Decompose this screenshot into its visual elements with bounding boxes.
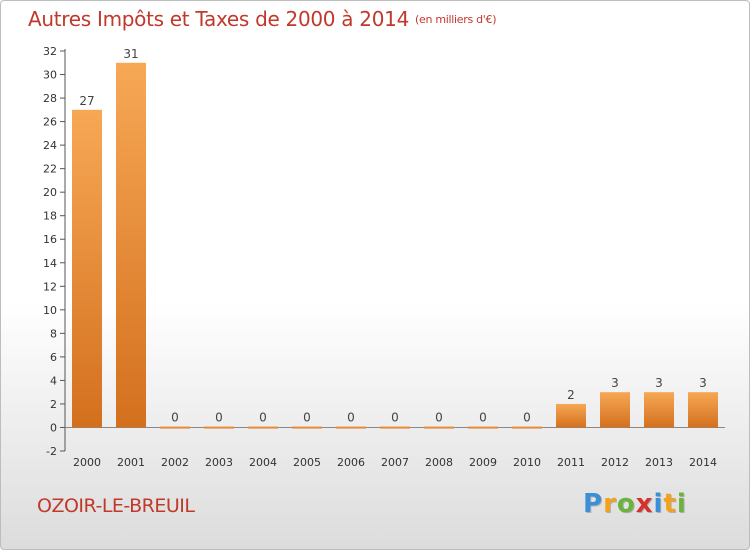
y-tick-label: 24 xyxy=(43,139,57,152)
data-label: 0 xyxy=(259,410,267,424)
x-tick-label: 2010 xyxy=(513,456,541,469)
bar xyxy=(248,426,278,429)
data-label: 3 xyxy=(655,376,663,390)
y-tick-label: -2 xyxy=(46,445,57,458)
data-label: 0 xyxy=(347,410,355,424)
chart-unit: (en milliers d'€) xyxy=(415,13,497,26)
y-tick-label: 32 xyxy=(43,45,57,58)
x-tick-label: 2005 xyxy=(293,456,321,469)
x-tick-label: 2013 xyxy=(645,456,673,469)
logo-letter: i xyxy=(676,489,687,519)
bar xyxy=(688,392,718,428)
y-tick-label: 18 xyxy=(43,210,57,223)
y-tick-label: 22 xyxy=(43,163,57,176)
bar xyxy=(380,426,410,429)
x-tick-label: 2012 xyxy=(601,456,629,469)
data-label: 0 xyxy=(435,410,443,424)
x-tick-label: 2003 xyxy=(205,456,233,469)
data-label: 0 xyxy=(303,410,311,424)
x-tick-label: 2004 xyxy=(249,456,277,469)
x-tick-label: 2011 xyxy=(557,456,585,469)
y-tick-label: 4 xyxy=(50,374,57,387)
logo-letter: i xyxy=(653,489,664,519)
x-tick-label: 2002 xyxy=(161,456,189,469)
y-tick-label: 2 xyxy=(50,398,57,411)
data-label: 0 xyxy=(523,410,531,424)
x-tick-label: 2008 xyxy=(425,456,453,469)
bar xyxy=(116,62,146,428)
logo-letter: P xyxy=(583,489,604,519)
bar xyxy=(336,426,366,429)
data-label: 3 xyxy=(611,376,619,390)
y-tick-label: 16 xyxy=(43,233,57,246)
data-label: 3 xyxy=(699,376,707,390)
x-tick-label: 2001 xyxy=(117,456,145,469)
logo-letter: o xyxy=(616,489,636,519)
bar xyxy=(600,392,630,428)
y-tick-label: 12 xyxy=(43,280,57,293)
y-tick-label: 30 xyxy=(43,69,57,82)
y-tick-label: 6 xyxy=(50,351,57,364)
bar xyxy=(644,392,674,428)
x-tick-label: 2006 xyxy=(337,456,365,469)
y-tick-label: 20 xyxy=(43,186,57,199)
y-tick-label: 8 xyxy=(50,327,57,340)
bar xyxy=(468,426,498,429)
x-tick-label: 2009 xyxy=(469,456,497,469)
x-tick-label: 2014 xyxy=(689,456,717,469)
x-tick-label: 2000 xyxy=(73,456,101,469)
y-tick-label: 0 xyxy=(50,421,57,434)
bar xyxy=(424,426,454,429)
chart-title: Autres Impôts et Taxes de 2000 à 2014 (en… xyxy=(28,7,496,31)
y-tick-label: 26 xyxy=(43,116,57,129)
logo-letter: t xyxy=(663,489,677,519)
y-tick-label: 14 xyxy=(43,257,57,270)
y-tick-label: 28 xyxy=(43,92,57,105)
proxiti-logo: Proxiti xyxy=(583,489,687,519)
data-label: 31 xyxy=(123,47,138,61)
bar xyxy=(72,109,102,428)
data-label: 0 xyxy=(215,410,223,424)
bar xyxy=(556,403,586,428)
data-label: 0 xyxy=(171,410,179,424)
data-label: 0 xyxy=(479,410,487,424)
y-tick-label: 10 xyxy=(43,304,57,317)
logo-letter: r xyxy=(603,489,617,519)
bar xyxy=(160,426,190,429)
bar xyxy=(292,426,322,429)
data-label: 0 xyxy=(391,410,399,424)
bar xyxy=(204,426,234,429)
data-label: 2 xyxy=(567,388,575,402)
bar xyxy=(512,426,542,429)
logo-letter: x xyxy=(635,489,654,519)
chart-title-text: Autres Impôts et Taxes de 2000 à 2014 xyxy=(28,7,409,31)
x-tick-label: 2007 xyxy=(381,456,409,469)
commune-name: OZOIR-LE-BREUIL xyxy=(37,495,195,517)
data-label: 27 xyxy=(79,94,94,108)
